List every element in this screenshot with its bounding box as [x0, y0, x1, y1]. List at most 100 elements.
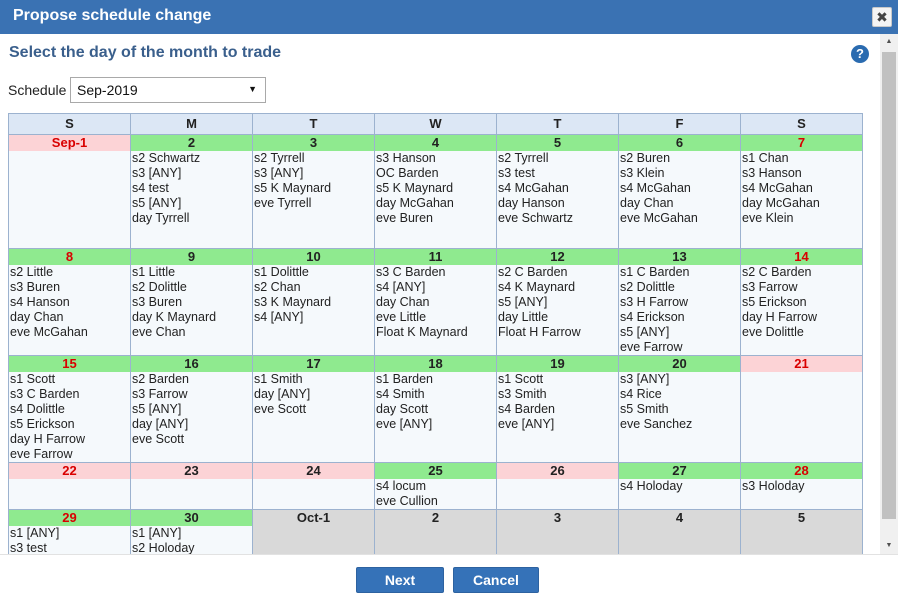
scrollbar-thumb[interactable]	[882, 52, 896, 519]
day-number: 11	[375, 249, 496, 265]
shift-entry: s4 K Maynard	[498, 280, 576, 294]
shift-entry: s4 McGahan	[620, 181, 691, 195]
dialog-footer: Next Cancel	[0, 554, 898, 601]
calendar-day[interactable]: 17 s1 Smith day [ANY] eve Scott	[252, 355, 375, 463]
shift-entry: s1 Little	[132, 265, 176, 279]
day-number: 23	[131, 463, 252, 479]
calendar-day[interactable]: 25 s4 locum eve Cullion	[374, 462, 497, 510]
day-number: 4	[619, 510, 740, 526]
shift-entry: eve Scott	[254, 402, 307, 416]
calendar-day[interactable]: 28 s3 Holoday	[740, 462, 863, 510]
day-number: 27	[619, 463, 740, 479]
shift-entry: s4 Dolittle	[10, 402, 65, 416]
day-number: 14	[741, 249, 862, 265]
calendar-day[interactable]: 15 s1 Scott s3 C Barden s4 Dolittle s5 Erick…	[8, 355, 131, 463]
calendar-day: 4	[618, 509, 741, 554]
calendar-day[interactable]: Sep-1	[8, 134, 131, 249]
calendar-day[interactable]: 23	[130, 462, 253, 510]
shift-entry: s3 C Barden	[376, 265, 446, 279]
weekday-header: T	[252, 113, 375, 135]
shift-entry: s5 Erickson	[742, 295, 807, 309]
shift-entry: day Little	[498, 310, 549, 324]
day-number: 22	[9, 463, 130, 479]
calendar-day[interactable]: 22	[8, 462, 131, 510]
shift-entry: eve McGahan	[10, 325, 88, 339]
day-number: 9	[131, 249, 252, 265]
day-number: 13	[619, 249, 740, 265]
shift-entry: s3 Hanson	[376, 151, 436, 165]
shift-entry: eve Buren	[376, 211, 433, 225]
shift-entry: s3 K Maynard	[254, 295, 332, 309]
vertical-scrollbar[interactable]: ▲ ▼	[880, 34, 898, 554]
calendar-day[interactable]: 26	[496, 462, 619, 510]
shift-entry: s4 Erickson	[620, 310, 685, 324]
shift-entry: s5 [ANY]	[132, 402, 182, 416]
schedule-label: Schedule	[8, 82, 67, 98]
calendar-day[interactable]: 14 s2 C Barden s3 Farrow s5 Erickson day H F…	[740, 248, 863, 356]
calendar-day[interactable]: 4 s3 Hanson OC Barden s5 K Maynard day McGah…	[374, 134, 497, 249]
calendar-day[interactable]: 10 s1 Dolittle s2 Chan s3 K Maynard s4 [ANY]	[252, 248, 375, 356]
shift-entry: s5 [ANY]	[620, 325, 670, 339]
calendar-day[interactable]: 9 s1 Little s2 Dolittle s3 Buren day K Mayna…	[130, 248, 253, 356]
calendar-day[interactable]: 2 s2 Schwartz s3 [ANY] s4 test s5 [ANY] day T…	[130, 134, 253, 249]
day-number: Sep-1	[9, 135, 130, 151]
calendar-day[interactable]: 27 s4 Holoday	[618, 462, 741, 510]
calendar-day[interactable]: 13 s1 C Barden s2 Dolittle s3 H Farrow s4 Er…	[618, 248, 741, 356]
calendar-day[interactable]: 6 s2 Buren s3 Klein s4 McGahan day Chan eve M…	[618, 134, 741, 249]
shift-entry: s4 Hanson	[10, 295, 70, 309]
help-icon[interactable]: ?	[851, 45, 869, 63]
calendar-day[interactable]: 24	[252, 462, 375, 510]
calendar-day[interactable]: 16 s2 Barden s3 Farrow s5 [ANY] day [ANY] eve…	[130, 355, 253, 463]
shift-entry: Float K Maynard	[376, 325, 468, 339]
day-number: 25	[375, 463, 496, 479]
schedule-select[interactable]: Sep-2019 ▼	[70, 77, 266, 103]
calendar-day[interactable]: 8 s2 Little s3 Buren s4 Hanson day Chan eve M…	[8, 248, 131, 356]
shift-entry: s2 Tyrrell	[254, 151, 305, 165]
calendar-day[interactable]: 11 s3 C Barden s4 [ANY] day Chan eve Little F…	[374, 248, 497, 356]
shift-entry: day Chan	[376, 295, 430, 309]
day-number: 2	[131, 135, 252, 151]
shift-entry: s4 locum	[376, 479, 427, 493]
chevron-down-icon: ▼	[248, 84, 257, 94]
calendar-day[interactable]: 19 s1 Scott s3 Smith s4 Barden eve [ANY]	[496, 355, 619, 463]
day-number: 8	[9, 249, 130, 265]
close-icon[interactable]: ✖	[872, 7, 892, 27]
calendar-day[interactable]: 12 s2 C Barden s4 K Maynard s5 [ANY] day Lit…	[496, 248, 619, 356]
calendar-day: 2	[374, 509, 497, 554]
shift-entry: s4 McGahan	[498, 181, 569, 195]
shift-entry: eve Farrow	[10, 447, 73, 461]
day-number: 24	[253, 463, 374, 479]
calendar-day[interactable]: 18 s1 Barden s4 Smith day Scott eve [ANY]	[374, 355, 497, 463]
calendar-week: Sep-1 2 s2 Schwartz s3 [ANY] s4 test s5 [ANY]…	[8, 134, 863, 249]
cancel-button[interactable]: Cancel	[453, 567, 539, 593]
calendar-day[interactable]: 20 s3 [ANY] s4 Rice s5 Smith eve Sanchez	[618, 355, 741, 463]
scroll-up-icon[interactable]: ▲	[885, 38, 893, 45]
shift-entry: s1 Scott	[10, 372, 56, 386]
shift-entry: s2 Dolittle	[132, 280, 187, 294]
shift-entry: s1 Smith	[254, 372, 303, 386]
shift-entry: eve Chan	[132, 325, 186, 339]
shift-entry: s2 Chan	[254, 280, 301, 294]
calendar-day[interactable]: 7 s1 Chan s3 Hanson s4 McGahan day McGahan ev…	[740, 134, 863, 249]
shift-entry: day H Farrow	[742, 310, 818, 324]
next-button[interactable]: Next	[356, 567, 444, 593]
day-number: 17	[253, 356, 374, 372]
shift-entry: s5 K Maynard	[376, 181, 454, 195]
shift-entry: s5 [ANY]	[498, 295, 548, 309]
calendar-day[interactable]: 3 s2 Tyrrell s3 [ANY] s5 K Maynard eve Tyrre…	[252, 134, 375, 249]
calendar-day[interactable]: 21	[740, 355, 863, 463]
scroll-down-icon[interactable]: ▼	[885, 542, 893, 549]
shift-entry: s4 test	[132, 181, 169, 195]
weekday-header: S	[8, 113, 131, 135]
shift-entry: s5 K Maynard	[254, 181, 332, 195]
shift-entry: s5 Smith	[620, 402, 669, 416]
shift-entry: s4 Barden	[498, 402, 555, 416]
day-number: 3	[253, 135, 374, 151]
day-number: 4	[375, 135, 496, 151]
shift-entry: s3 C Barden	[10, 387, 80, 401]
weekday-header: W	[374, 113, 497, 135]
calendar-day[interactable]: 5 s2 Tyrrell s3 test s4 McGahan day Hanson ev…	[496, 134, 619, 249]
shift-entry: OC Barden	[376, 166, 439, 180]
